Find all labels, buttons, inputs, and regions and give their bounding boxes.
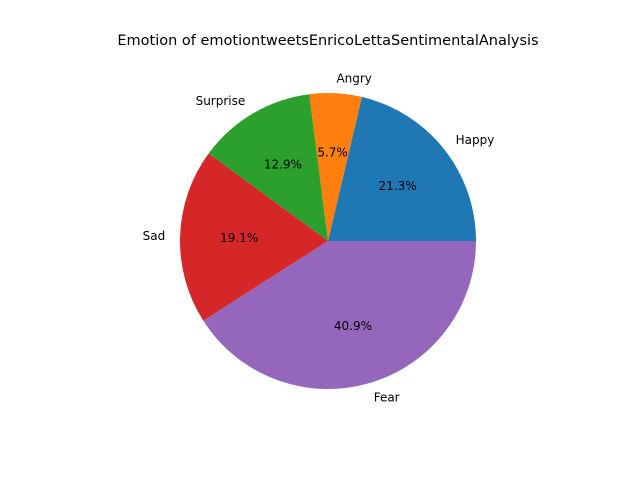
slice-label-sad: Sad [143, 229, 166, 243]
pct-label-surprise: 12.9% [264, 158, 302, 172]
slice-label-surprise: Surprise [196, 94, 246, 108]
pie-slice-angry [309, 93, 362, 241]
pie-slice-sad [179, 153, 328, 321]
slice-label-fear: Fear [374, 390, 400, 404]
slice-label-angry: Angry [336, 71, 371, 85]
pct-label-happy: 21.3% [379, 179, 417, 193]
pie-labels: Happy 21.3% Angry 5.7% Surprise 12.9% Sad 19.1%… [143, 71, 495, 404]
pie-slice-surprise [208, 94, 328, 242]
chart-title: Emotion of emotiontweetsEnricoLettaSenti… [117, 33, 539, 49]
slice-label-happy: Happy [456, 133, 495, 147]
pie-slice-happy [328, 96, 477, 241]
pie-slice-fear [203, 241, 476, 390]
pct-label-sad: 19.1% [220, 231, 258, 245]
pct-label-angry: 5.7% [317, 145, 348, 159]
pie-slices [179, 93, 477, 390]
pct-label-fear: 40.9% [334, 319, 372, 333]
